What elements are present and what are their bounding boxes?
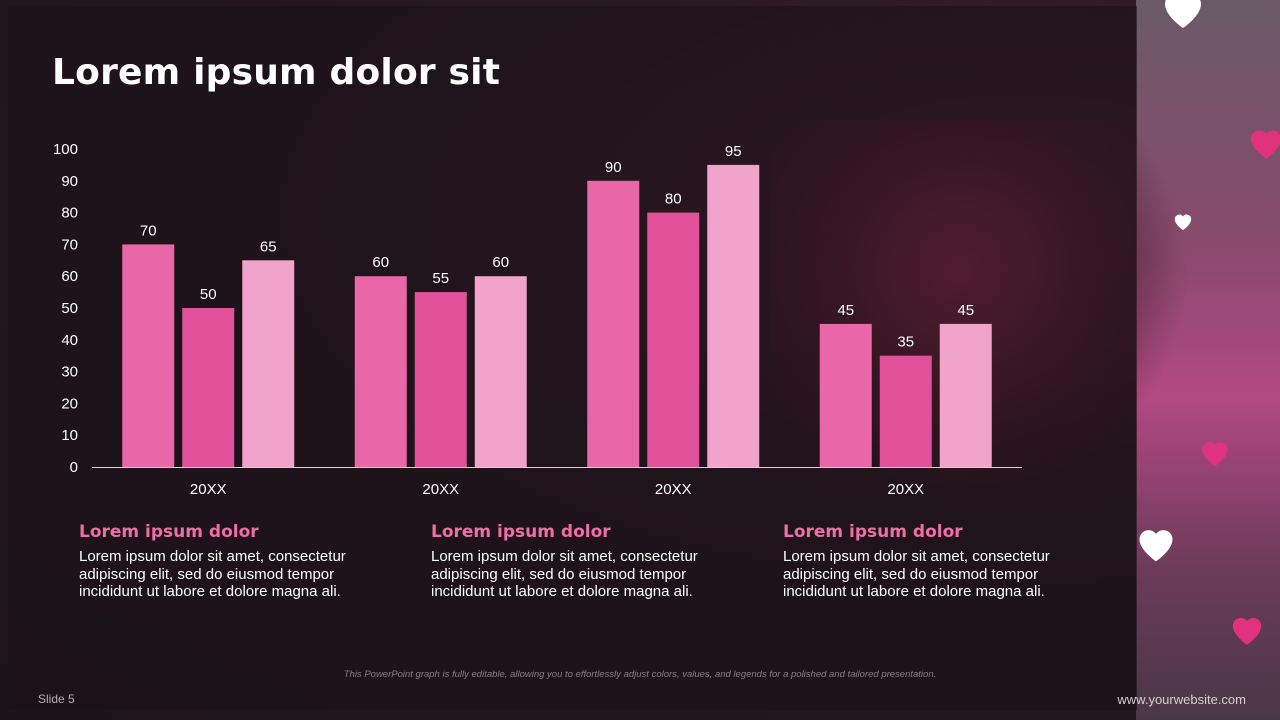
data-label: 90 [605, 159, 622, 176]
bar [474, 276, 527, 467]
bar [242, 260, 295, 467]
y-tick-label: 70 [61, 236, 78, 253]
data-label: 45 [837, 302, 854, 319]
data-label: 65 [260, 238, 277, 255]
bar [587, 180, 640, 468]
text-block-body: Lorem ipsum dolor sit amet, consectetur … [431, 548, 698, 600]
bar [939, 323, 992, 467]
text-block-heading: Lorem ipsum dolor [79, 522, 259, 542]
y-tick-label: 100 [53, 141, 78, 158]
data-label: 60 [492, 254, 509, 271]
bar [354, 276, 407, 467]
y-tick-label: 0 [70, 459, 78, 476]
bar [122, 244, 175, 467]
text-block-2: Lorem ipsum dolor Lorem ipsum dolor sit … [431, 522, 721, 601]
data-label: 70 [140, 222, 157, 239]
bar [819, 323, 872, 467]
data-label: 95 [725, 143, 742, 160]
bar [414, 292, 467, 467]
y-tick-label: 10 [61, 427, 78, 444]
text-block-body: Lorem ipsum dolor sit amet, consectetur … [783, 548, 1050, 600]
slide-number: Slide 5 [38, 692, 75, 706]
y-tick-label: 30 [61, 364, 78, 381]
footnote: This PowerPoint graph is fully editable,… [343, 669, 937, 680]
data-label: 35 [897, 334, 914, 351]
text-block-heading: Lorem ipsum dolor [783, 522, 963, 542]
y-tick-label: 20 [61, 395, 78, 412]
text-block-body: Lorem ipsum dolor sit amet, consectetur … [79, 548, 346, 600]
heart-icon [1232, 617, 1262, 645]
bar [707, 164, 760, 467]
x-category-label: 20XX [887, 481, 924, 498]
x-category-label: 20XX [422, 481, 459, 498]
data-label: 45 [957, 302, 974, 319]
y-tick-label: 40 [61, 332, 78, 349]
data-label: 60 [372, 254, 389, 271]
text-block-3: Lorem ipsum dolor Lorem ipsum dolor sit … [783, 522, 1073, 601]
heart-icon [1139, 530, 1173, 562]
data-label: 55 [432, 270, 449, 287]
heart-icon [1165, 0, 1201, 28]
website-link[interactable]: www.yourwebsite.com [1117, 692, 1246, 707]
heart-icon [1174, 214, 1192, 231]
y-tick-label: 90 [61, 173, 78, 190]
text-block-heading: Lorem ipsum dolor [431, 522, 611, 542]
text-block-1: Lorem ipsum dolor Lorem ipsum dolor sit … [79, 522, 369, 601]
y-tick-label: 80 [61, 205, 78, 222]
slide-title: Lorem ipsum dolor sit [52, 52, 501, 93]
data-label: 50 [200, 286, 217, 303]
bar [182, 308, 235, 467]
x-category-label: 20XX [655, 481, 692, 498]
heart-icon [1251, 130, 1280, 159]
heart-icon [1202, 442, 1228, 467]
x-category-label: 20XX [190, 481, 227, 498]
y-tick-label: 60 [61, 268, 78, 285]
bar [647, 212, 700, 467]
y-tick-label: 50 [61, 300, 78, 317]
bar [879, 355, 932, 467]
data-label: 80 [665, 191, 682, 208]
